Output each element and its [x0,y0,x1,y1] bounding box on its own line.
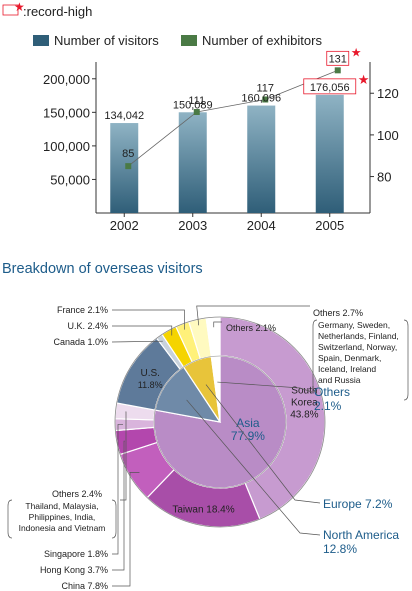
europe-others-brace-right [403,319,409,401]
china-label: China 7.8% [61,581,108,591]
outer-others-label: Others 2.1% [226,323,276,333]
us-label: U.S. [140,368,159,379]
north-america-leader [186,399,321,536]
europe-others-note: and Russia [318,375,361,385]
record-high-label: :record-high [23,4,92,19]
visitors-bar [247,105,276,213]
asia-others-note: Philippines, India, [29,512,96,522]
others-inner-label: Others [314,385,350,399]
china-leader [112,472,140,587]
visitors-bar [178,112,207,213]
europe-others-note: Netherlands, Finland, [318,331,399,341]
hongkong-label: Hong Kong 3.7% [40,565,108,575]
asia-others-brace-right [111,499,117,539]
north-america-label: North America [323,528,399,542]
x-tick-label: 2005 [315,218,344,233]
canada-leader [111,340,163,343]
exhibitors-value-label: 111 [188,95,205,107]
asia-label: Asia [236,416,260,430]
visitors-value-label: 150,089 [173,99,213,111]
left-tick-label: 200,000 [43,72,90,87]
legend-exhibitors-swatch [181,35,197,46]
asia-others-label: Others 2.4% [52,489,102,499]
record-star-icon: ★ [14,0,25,14]
exhibitors-point [334,67,341,74]
europe-others-label: Others 2.7% [313,308,363,318]
legend-visitors-label: Number of visitors [54,33,159,48]
visitors-value-label: 134,042 [104,110,144,122]
exhibitors-value-label: 117 [256,82,274,94]
pie-outline [114,316,326,528]
x-tick-label: 2004 [247,218,276,233]
north-america-value: 12.8% [323,542,357,556]
exhibitors-value-label: 131 [329,53,347,65]
hongkong-leader [112,440,125,571]
france-leader [112,309,185,330]
us-value: 11.8% [138,380,163,390]
legend-visitors-swatch [33,35,49,46]
x-tick-label: 2003 [178,218,207,233]
outer-others-leader [213,321,222,328]
record-box-icon [2,4,19,16]
europe-leader [205,384,321,504]
others-inner-leader [217,381,313,393]
exhibitors-value-label: 85 [122,148,134,160]
exhibitors-point [262,96,269,103]
korea-label: South [291,385,317,396]
asia-others-leader [120,411,127,501]
visitors-value-label: 176,056 [310,82,350,94]
exhibitors-line [128,69,338,167]
singapore-leader [112,424,124,555]
visitors-bar [315,94,344,213]
canada-label: Canada 1.0% [53,337,108,347]
asia-others-note: Indonesia and Vietnam [19,523,106,533]
exhibitors-point [125,163,132,170]
visitors-bar [110,123,139,213]
europe-others-brace [312,319,318,393]
asia-value: 77.9% [231,429,265,443]
bar-chart-legend: Number of visitors Number of exhibitors [33,33,322,48]
europe-label: Europe 7.2% [323,497,393,511]
left-tick-label: 50,000 [50,172,90,187]
europe-others-note: Switzerland, Norway, [318,342,397,352]
europe-others-note: Iceland, Ireland [318,364,376,374]
record-star-icon: ★ [358,72,370,87]
legend-exhibitors-label: Number of exhibitors [202,33,322,48]
x-tick-label: 2002 [110,218,139,233]
record-high-legend: ★ :record-high [2,0,92,19]
record-star-icon: ★ [351,45,362,59]
uk-label: U.K. 2.4% [67,321,108,331]
others-inner-value: 2.1% [314,399,342,413]
left-tick-label: 100,000 [43,139,90,154]
taiwan-label: Taiwan 18.4% [172,504,234,515]
asia-others-note: Thailand, Malaysia, [25,501,98,511]
france-label: France 2.1% [57,305,108,315]
right-tick-label: 120 [377,86,399,101]
pie-inner-outline [153,355,287,489]
bar-chart: 50,000 100,000 150,000 200,000 80 100 120 2002 2… [43,45,399,233]
korea-label: Korea [291,397,318,408]
right-tick-label: 100 [377,128,399,143]
asia-others-brace [7,499,13,539]
korea-value: 43.8% [290,409,318,420]
exhibitors-point [193,108,200,115]
left-tick-label: 150,000 [43,105,90,120]
record-box [303,78,357,95]
singapore-label: Singapore 1.8% [44,549,108,559]
record-box [326,50,350,66]
pie-chart-title: Breakdown of overseas visitors [2,261,203,277]
right-tick-label: 80 [377,170,391,185]
visitors-value-label: 160,096 [241,93,281,105]
europe-others-leader [196,305,310,326]
europe-others-note: Spain, Denmark, [318,353,381,363]
uk-leader [112,325,173,336]
europe-others-note: Germany, Sweden, [318,320,390,330]
